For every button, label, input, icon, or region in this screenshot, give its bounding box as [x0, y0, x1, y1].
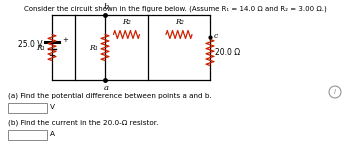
Text: b: b [103, 3, 109, 11]
Text: 20.0 Ω: 20.0 Ω [215, 48, 240, 57]
Text: (b) Find the current in the 20.0-Ω resistor.: (b) Find the current in the 20.0-Ω resis… [8, 119, 158, 126]
Text: (a) Find the potential difference between points a and b.: (a) Find the potential difference betwee… [8, 92, 212, 99]
Text: V: V [50, 104, 55, 110]
FancyBboxPatch shape [7, 103, 47, 113]
Text: i: i [334, 89, 336, 95]
Text: R₁: R₁ [89, 43, 98, 52]
Text: 25.0 V: 25.0 V [18, 40, 42, 49]
FancyBboxPatch shape [7, 129, 47, 139]
Text: A: A [50, 131, 55, 137]
Text: a: a [104, 84, 108, 92]
Text: R₂: R₂ [122, 18, 131, 25]
Text: Consider the circuit shown in the figure below. (Assume R₁ = 14.0 Ω and R₂ = 3.0: Consider the circuit shown in the figure… [24, 5, 326, 11]
Text: +: + [62, 37, 68, 43]
Text: c: c [214, 32, 218, 39]
Text: R₁: R₁ [36, 43, 45, 52]
Text: −: − [49, 51, 56, 60]
Text: R₂: R₂ [175, 18, 183, 25]
